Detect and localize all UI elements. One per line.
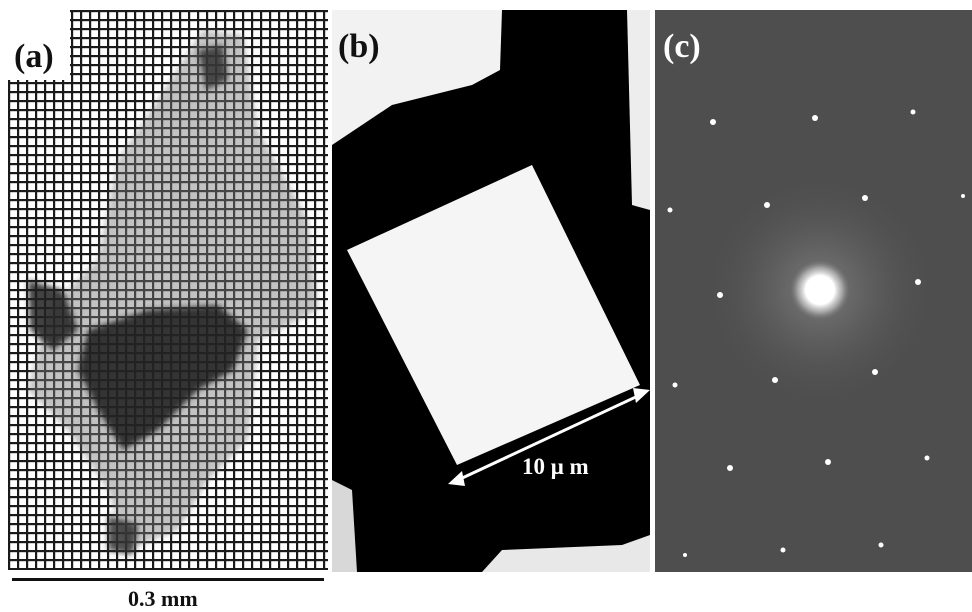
diffraction-pattern [655, 10, 972, 572]
panel-label-b: (b) [338, 28, 380, 65]
panel-label-a: (a) [14, 38, 54, 75]
crystal-square [347, 165, 640, 465]
panel-c-diffraction-image: (c) [655, 10, 972, 572]
scale-bar-a-label: 0.3 mm [128, 586, 198, 611]
dark-flake [28, 45, 248, 555]
crystal-micrograph [332, 10, 650, 572]
flake-regions [28, 30, 318, 550]
scale-bar-a [12, 578, 324, 581]
grid-micrograph [8, 10, 328, 570]
scale-label-b: 10 μ m [522, 454, 589, 479]
central-beam [788, 258, 852, 322]
panel-label-c: (c) [663, 28, 701, 65]
panel-b-crystal-image: 10 μ m (b) [332, 10, 650, 572]
diffraction-spots [667, 109, 965, 557]
scale-arrow-b [448, 388, 650, 486]
panel-a-grid-image: (a) [8, 10, 328, 570]
